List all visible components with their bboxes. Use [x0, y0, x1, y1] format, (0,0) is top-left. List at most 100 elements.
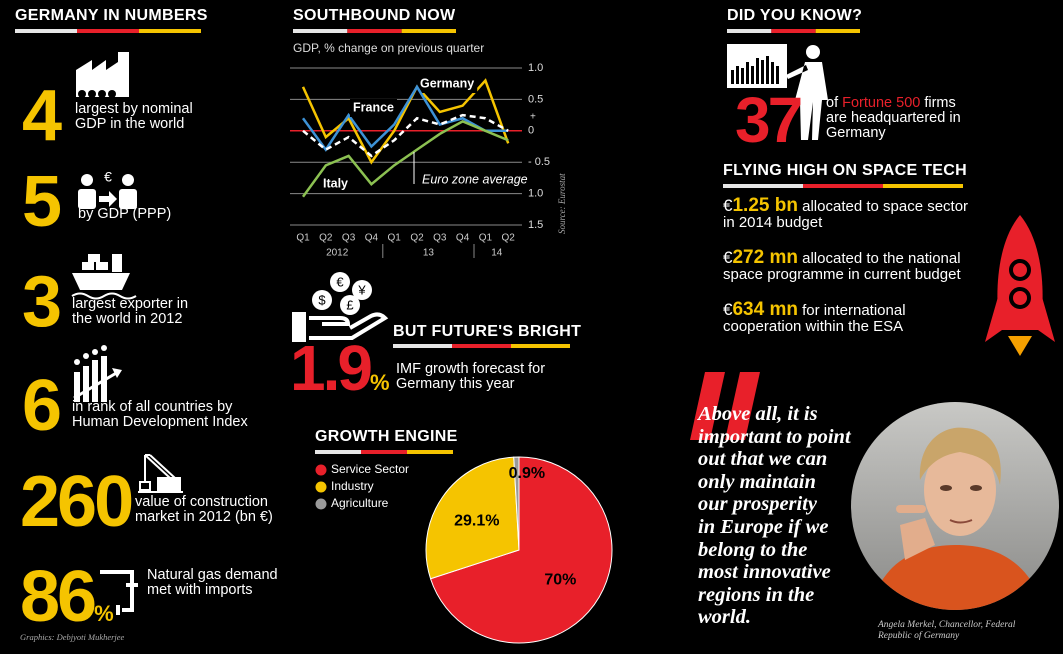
flag-stripe [407, 450, 453, 454]
legend-swatch [315, 464, 327, 476]
pie-slice [429, 456, 613, 644]
quote-line: in Europe if we [698, 515, 829, 538]
space-item: €272 mn allocated to the national space … [723, 247, 983, 283]
growth-icon [73, 345, 122, 402]
legend-label: Industry [331, 479, 374, 493]
x-tick-label: Q4 [456, 233, 470, 244]
currency: € [723, 300, 733, 319]
svg-text:¥: ¥ [357, 282, 366, 297]
photo [851, 402, 1059, 610]
crane-icon [138, 454, 183, 493]
stat-value: 5 [22, 162, 62, 242]
flag-stripe [293, 29, 348, 33]
space-text: allocated to space sector in 2014 budget [723, 198, 969, 231]
x-tick-label: Q1 [296, 233, 310, 244]
space-text: allocated to the national space programm… [723, 250, 961, 283]
x-tick-label: Q2 [502, 233, 516, 244]
dyk-text-part: Fortune 500 [842, 95, 921, 111]
flag-stripe [452, 344, 511, 348]
legend-label: Agriculture [331, 496, 389, 510]
quote-line: regions in the [698, 583, 815, 606]
stat-value: 4 [22, 76, 62, 156]
forecast-text: IMF growth forecast for Germany this yea… [396, 361, 546, 392]
label-bg [320, 175, 352, 193]
quote-line: out that we can [698, 448, 828, 471]
currency: € [723, 196, 733, 215]
y-tick-label: 0 [528, 125, 534, 137]
pie-label: 29.1% [454, 512, 499, 529]
x-tick-label: Q4 [365, 233, 379, 244]
svg-text:$: $ [318, 292, 326, 307]
series-label: Italy [323, 176, 348, 190]
currency: € [723, 248, 733, 267]
quote-line: Above all, it is [698, 403, 818, 425]
section-title: GROWTH ENGINE [315, 428, 458, 445]
series-label: France [353, 100, 394, 114]
section-title: FLYING HIGH ON SPACE TECH [723, 162, 967, 179]
credit: Graphics: Debjyoti Mukherjee [20, 632, 125, 642]
flag-bar [393, 344, 570, 348]
stat-value: 260 [20, 462, 134, 542]
pie-slice [513, 456, 520, 551]
stat-value: 3 [22, 262, 62, 342]
series-label: Germany [420, 76, 474, 90]
flag-stripe [815, 29, 860, 33]
space-text: for international cooperation within the… [723, 302, 906, 335]
y-tick-label: 1.0 [528, 188, 543, 200]
section-title: GERMANY IN NUMBERS [15, 7, 208, 24]
legend-swatch [315, 481, 327, 493]
dyk-number: 37 [735, 84, 803, 156]
year-label: 2012 [326, 248, 349, 259]
legend-label: Service Sector [331, 462, 409, 476]
series-line [301, 84, 509, 152]
factory-icon [76, 52, 129, 98]
amount: 634 mn [732, 299, 798, 320]
label-bg [419, 171, 531, 189]
pie-label: 70% [544, 571, 576, 588]
section-title: BUT FUTURE'S BRIGHT [393, 323, 582, 340]
section-title: SOUTHBOUND NOW [293, 7, 456, 24]
quote: Above all, it is important to point out th… [698, 403, 888, 629]
label-bg [350, 99, 397, 117]
people-icon: € [78, 169, 137, 209]
flag-stripe [139, 29, 201, 33]
forecast-number: 1.9% [290, 336, 390, 415]
stat-text: Natural gas demand met with imports [147, 567, 278, 598]
y-tick-label: 0.5 [528, 93, 543, 105]
svg-text:€: € [336, 274, 344, 289]
year-label: 13 [423, 248, 435, 259]
forecast-unit: % [369, 370, 390, 395]
x-tick-label: Q3 [342, 233, 356, 244]
stat-number: 260 [20, 466, 134, 538]
y-tick-label: 1.5 [528, 219, 543, 231]
quote-line: our prosperity [698, 493, 818, 516]
section-title: DID YOU KNOW? [727, 7, 863, 24]
stat-text: in rank of all countries by Human Develo… [72, 399, 248, 430]
series-line [302, 113, 509, 158]
pipe-icon [100, 570, 138, 615]
series-line [301, 119, 509, 198]
quote-line: most innovative [698, 561, 831, 584]
stat-number: 3 [22, 266, 62, 338]
flag-stripe [771, 29, 816, 33]
stat-text: by GDP (PPP) [78, 206, 172, 222]
amount: 1.25 bn [732, 195, 798, 216]
stat-text: value of construction market in 2012 (bn… [135, 494, 273, 525]
year-label: 14 [491, 248, 503, 259]
legend-swatch [315, 498, 327, 510]
stat-value: 86 [20, 557, 97, 637]
flag-stripe [727, 29, 772, 33]
stat-number: 4 [22, 80, 62, 152]
amount: 272 mn [732, 247, 798, 268]
flag-stripe [723, 184, 803, 188]
series-label: Euro zone average [422, 172, 528, 186]
quote-line: important to point [698, 425, 851, 448]
flag-stripe [15, 29, 77, 33]
x-tick-label: Q2 [410, 233, 424, 244]
flag-bar [315, 450, 453, 454]
flag-stripe [77, 29, 139, 33]
stat-number: 86% [20, 561, 114, 650]
stat-value: 6 [22, 366, 62, 446]
